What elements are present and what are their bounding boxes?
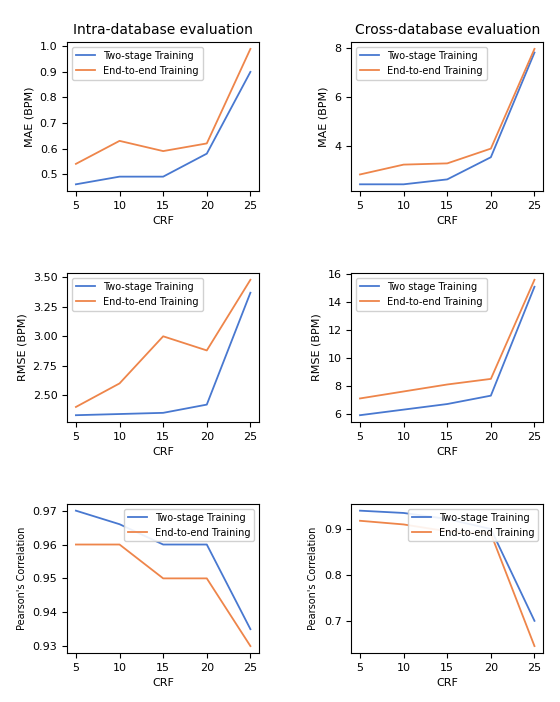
Y-axis label: RMSE (BPM): RMSE (BPM) xyxy=(312,314,322,381)
End-to-end Training xyxy=(357,517,363,525)
X-axis label: CRF: CRF xyxy=(436,447,458,457)
Line: End-to-end Training: End-to-end Training xyxy=(360,49,534,175)
X-axis label: CRF: CRF xyxy=(436,678,458,688)
End-to-end Training xyxy=(488,375,494,383)
Legend: Two-stage Training, End-to-end Training: Two-stage Training, End-to-end Training xyxy=(72,278,203,310)
Y-axis label: RMSE (BPM): RMSE (BPM) xyxy=(17,314,27,381)
Two-stage Training xyxy=(203,400,210,409)
End-to-end Training xyxy=(444,159,451,168)
End-to-end Training xyxy=(400,160,407,168)
Line: End-to-end Training: End-to-end Training xyxy=(76,49,250,164)
End-to-end Training xyxy=(247,642,254,650)
Two-stage Training xyxy=(357,180,363,189)
Title: Intra-database evaluation: Intra-database evaluation xyxy=(73,22,253,37)
Line: End-to-end Training: End-to-end Training xyxy=(76,545,250,646)
Two-stage Training xyxy=(400,180,407,189)
Two-stage Training xyxy=(400,509,407,517)
End-to-end Training xyxy=(400,520,407,529)
Legend: Two-stage Training, End-to-end Training: Two-stage Training, End-to-end Training xyxy=(124,509,254,541)
Line: Two stage Training: Two stage Training xyxy=(360,286,534,415)
End-to-end Training xyxy=(488,145,494,153)
Two-stage Training xyxy=(488,153,494,161)
Two stage Training xyxy=(357,411,363,419)
Y-axis label: MAE (BPM): MAE (BPM) xyxy=(319,86,329,147)
End-to-end Training xyxy=(73,541,80,549)
End-to-end Training xyxy=(444,527,451,536)
Line: Two-stage Training: Two-stage Training xyxy=(360,53,534,185)
Legend: Two-stage Training, End-to-end Training: Two-stage Training, End-to-end Training xyxy=(356,47,487,79)
Two-stage Training xyxy=(531,616,538,625)
End-to-end Training xyxy=(73,159,80,168)
End-to-end Training xyxy=(160,147,166,155)
X-axis label: CRF: CRF xyxy=(152,216,174,226)
Two stage Training xyxy=(400,405,407,413)
Two-stage Training xyxy=(160,541,166,549)
End-to-end Training xyxy=(531,276,538,284)
End-to-end Training xyxy=(116,379,123,388)
Two-stage Training xyxy=(116,410,123,418)
Legend: Two-stage Training, End-to-end Training: Two-stage Training, End-to-end Training xyxy=(408,509,538,541)
Y-axis label: Pearson's Correlation: Pearson's Correlation xyxy=(17,526,27,630)
Line: Two-stage Training: Two-stage Training xyxy=(76,293,250,415)
End-to-end Training xyxy=(247,45,254,53)
X-axis label: CRF: CRF xyxy=(436,216,458,226)
X-axis label: CRF: CRF xyxy=(152,678,174,688)
End-to-end Training xyxy=(160,332,166,340)
End-to-end Training xyxy=(203,574,210,583)
Line: End-to-end Training: End-to-end Training xyxy=(76,280,250,407)
End-to-end Training xyxy=(73,403,80,411)
Two-stage Training xyxy=(247,67,254,76)
End-to-end Training xyxy=(203,346,210,355)
End-to-end Training xyxy=(531,642,538,650)
Two-stage Training xyxy=(116,520,123,529)
End-to-end Training xyxy=(531,45,538,53)
Y-axis label: MAE (BPM): MAE (BPM) xyxy=(24,86,34,147)
Line: End-to-end Training: End-to-end Training xyxy=(360,280,534,399)
Line: Two-stage Training: Two-stage Training xyxy=(360,510,534,621)
End-to-end Training xyxy=(247,276,254,284)
End-to-end Training xyxy=(357,395,363,403)
Line: Two-stage Training: Two-stage Training xyxy=(76,72,250,185)
Y-axis label: Pearson's Correlation: Pearson's Correlation xyxy=(308,526,318,630)
Two-stage Training xyxy=(116,173,123,181)
End-to-end Training xyxy=(203,139,210,147)
Two-stage Training xyxy=(357,506,363,515)
Two-stage Training xyxy=(247,289,254,297)
Two-stage Training xyxy=(160,409,166,417)
End-to-end Training xyxy=(160,574,166,583)
Two-stage Training xyxy=(444,515,451,523)
End-to-end Training xyxy=(444,380,451,389)
End-to-end Training xyxy=(116,137,123,145)
End-to-end Training xyxy=(488,529,494,538)
Two-stage Training xyxy=(203,541,210,549)
End-to-end Training xyxy=(116,541,123,549)
Line: End-to-end Training: End-to-end Training xyxy=(360,521,534,646)
Two-stage Training xyxy=(73,506,80,515)
End-to-end Training xyxy=(400,388,407,396)
Two-stage Training xyxy=(73,180,80,189)
Two-stage Training xyxy=(73,411,80,419)
Line: Two-stage Training: Two-stage Training xyxy=(76,510,250,629)
Two-stage Training xyxy=(531,48,538,57)
Legend: Two stage Training, End-to-end Training: Two stage Training, End-to-end Training xyxy=(356,278,487,310)
Two-stage Training xyxy=(160,173,166,181)
Title: Cross-database evaluation: Cross-database evaluation xyxy=(354,22,540,37)
Two-stage Training xyxy=(247,625,254,633)
Two stage Training xyxy=(444,400,451,409)
Two-stage Training xyxy=(203,150,210,158)
Two stage Training xyxy=(488,392,494,400)
End-to-end Training xyxy=(357,171,363,179)
Legend: Two-stage Training, End-to-end Training: Two-stage Training, End-to-end Training xyxy=(72,47,203,79)
Two-stage Training xyxy=(444,176,451,184)
Two stage Training xyxy=(531,282,538,291)
X-axis label: CRF: CRF xyxy=(152,447,174,457)
Two-stage Training xyxy=(488,525,494,534)
